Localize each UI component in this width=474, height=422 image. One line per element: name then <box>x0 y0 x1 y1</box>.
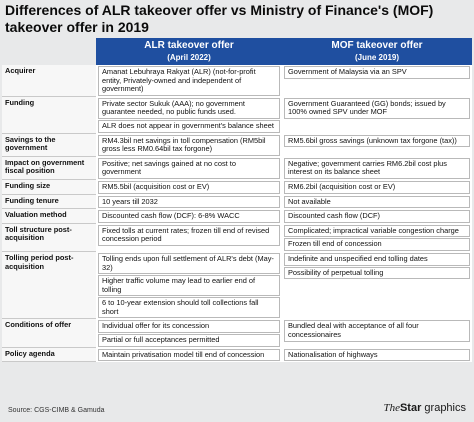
cell-item: Discounted cash flow (DCF) <box>284 210 470 223</box>
cell-alr: Tolling ends upon full settlement of ALR… <box>96 251 282 320</box>
cell-mof: RM6.2bil (acquisition cost or EV) <box>282 179 472 195</box>
page-title: Differences of ALR takeover offer vs Min… <box>5 2 434 35</box>
header-alr: ALR takeover offer (April 2022) <box>96 38 282 65</box>
table-row: Impact on government fiscal position Posi… <box>2 156 472 180</box>
cell-alr: RM4.3bil net savings in toll compensatio… <box>96 133 282 157</box>
cell-alr: Fixed tolls at current rates; frozen til… <box>96 223 282 252</box>
cell-item: RM4.3bil net savings in toll compensatio… <box>98 134 280 156</box>
cell-item: Possibility of perpetual tolling <box>284 266 470 280</box>
comparison-table: ALR takeover offer (April 2022) MOF takeo… <box>2 38 472 363</box>
cell-mof: Bundled deal with acceptance of all four… <box>282 319 472 348</box>
row-label: Conditions of offer <box>2 319 96 348</box>
cell-item: Amanat Lebuhraya Rakyat (ALR) (not-for-p… <box>98 66 280 96</box>
header-mof-date: (June 2019) <box>354 53 400 62</box>
header-mof-label: MOF takeover offer <box>331 40 423 51</box>
cell-item: Higher traffic volume may lead to earlie… <box>98 275 280 297</box>
table-row: Toll structure post-acquisition Fixed tol… <box>2 223 472 252</box>
row-label: Funding size <box>2 179 96 195</box>
cell-item: Government of Malaysia via an SPV <box>284 66 470 79</box>
cell-item: Individual offer for its concession <box>98 320 280 334</box>
cell-item: Not available <box>284 195 470 209</box>
cell-item: Negative; government carries RM6.2bil co… <box>284 157 470 179</box>
table-row: Policy agenda Maintain privatisation mode… <box>2 347 472 363</box>
cell-item: Complicated; impractical variable conges… <box>284 224 470 238</box>
row-label: Funding tenure <box>2 194 96 210</box>
cell-alr: Private sector Sukuk (AAA); no governmen… <box>96 96 282 134</box>
cell-item: Fixed tolls at current rates; frozen til… <box>98 224 280 246</box>
table-row: Funding tenure 10 years till 2032 Not avai… <box>2 194 472 210</box>
header-alr-label: ALR takeover offer <box>144 40 234 51</box>
table-row: Funding size RM5.5bil (acquisition cost o… <box>2 179 472 195</box>
cell-item: 10 years till 2032 <box>98 195 280 209</box>
cell-item: Indefinite and unspecified end tolling d… <box>284 252 470 266</box>
cell-mof: Negative; government carries RM6.2bil co… <box>282 156 472 180</box>
table-row: Tolling period post-acquisition Tolling e… <box>2 251 472 320</box>
cell-item: RM5.5bil (acquisition cost or EV) <box>98 180 280 194</box>
cell-mof: Nationalisation of highways <box>282 347 472 363</box>
cell-mof: Complicated; impractical variable conges… <box>282 223 472 252</box>
table-row: Funding Private sector Sukuk (AAA); no go… <box>2 96 472 134</box>
cell-item: Frozen till end of concession <box>284 238 470 251</box>
header-blank <box>2 38 96 65</box>
table-row: Savings to the government RM4.3bil net sa… <box>2 133 472 157</box>
cell-alr: Amanat Lebuhraya Rakyat (ALR) (not-for-p… <box>96 65 282 97</box>
cell-item: Positive; net savings gained at no cost … <box>98 157 280 179</box>
cell-item: RM6.2bil (acquisition cost or EV) <box>284 180 470 194</box>
cell-alr: 10 years till 2032 <box>96 194 282 210</box>
row-label: Tolling period post-acquisition <box>2 251 96 320</box>
table-row: Acquirer Amanat Lebuhraya Rakyat (ALR) (n… <box>2 65 472 97</box>
table-row: Conditions of offer Individual offer for … <box>2 319 472 348</box>
table-row: Valuation method Discounted cash flow (DC… <box>2 209 472 224</box>
source-note: Source: CGS-CIMB & Gamuda <box>8 407 105 414</box>
row-label: Savings to the government <box>2 133 96 157</box>
cell-mof: Government of Malaysia via an SPV <box>282 65 472 97</box>
row-label: Policy agenda <box>2 347 96 363</box>
cell-mof: Not available <box>282 194 472 210</box>
cell-alr: Maintain privatisation model till end of… <box>96 347 282 363</box>
cell-item: Tolling ends upon full settlement of ALR… <box>98 252 280 275</box>
table-header-row: ALR takeover offer (April 2022) MOF takeo… <box>2 38 472 65</box>
row-label: Funding <box>2 96 96 134</box>
cell-item: Discounted cash flow (DCF): 6-8% WACC <box>98 210 280 223</box>
cell-item: Nationalisation of highways <box>284 348 470 362</box>
cell-item: ALR does not appear in government's bala… <box>98 119 280 133</box>
row-label: Toll structure post-acquisition <box>2 223 96 252</box>
row-label: Acquirer <box>2 65 96 97</box>
header-mof: MOF takeover offer (June 2019) <box>282 38 472 65</box>
cell-alr: RM5.5bil (acquisition cost or EV) <box>96 179 282 195</box>
thestar-logo: TheStar graphics <box>383 402 466 414</box>
row-label: Impact on government fiscal position <box>2 156 96 180</box>
cell-item: Bundled deal with acceptance of all four… <box>284 320 470 342</box>
cell-alr: Discounted cash flow (DCF): 6-8% WACC <box>96 209 282 224</box>
cell-item: Government Guaranteed (GG) bonds; issued… <box>284 97 470 119</box>
cell-item: Partial or full acceptances permitted <box>98 334 280 347</box>
row-label: Valuation method <box>2 209 96 224</box>
cell-alr: Positive; net savings gained at no cost … <box>96 156 282 180</box>
cell-item: Maintain privatisation model till end of… <box>98 348 280 362</box>
cell-alr: Individual offer for its concession Parti… <box>96 319 282 348</box>
cell-mof: Discounted cash flow (DCF) <box>282 209 472 224</box>
header-alr-date: (April 2022) <box>167 53 211 62</box>
cell-item: 6 to 10-year extension should toll colle… <box>98 297 280 319</box>
cell-item: Private sector Sukuk (AAA); no governmen… <box>98 97 280 119</box>
cell-mof: Government Guaranteed (GG) bonds; issued… <box>282 96 472 134</box>
cell-mof: Indefinite and unspecified end tolling d… <box>282 251 472 320</box>
cell-item: RM5.6bil gross savings (unknown tax forg… <box>284 134 470 148</box>
cell-mof: RM5.6bil gross savings (unknown tax forg… <box>282 133 472 157</box>
